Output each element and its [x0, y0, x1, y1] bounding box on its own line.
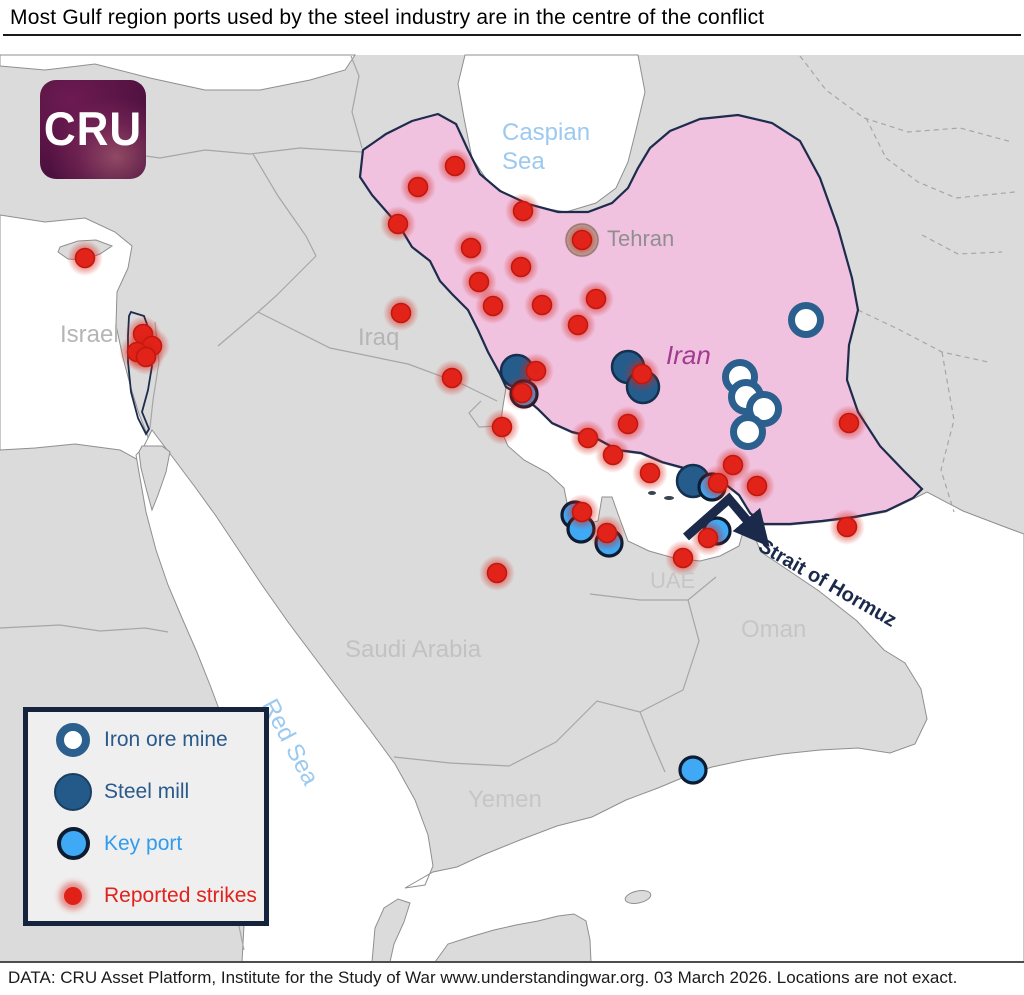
mill-legend-icon — [54, 772, 92, 811]
reported-strike-marker — [512, 200, 534, 222]
strait-of-hormuz-arrow — [683, 492, 770, 547]
reported-strike-marker — [697, 527, 719, 549]
reported-strike-marker — [596, 522, 618, 544]
mine-legend-icon — [56, 722, 90, 757]
iron-ore-mine-layer — [722, 302, 824, 450]
reported-strike-marker — [639, 462, 661, 484]
reported-strike-marker — [567, 314, 589, 336]
footer-rule — [0, 961, 1024, 963]
iron-ore-mine-marker — [746, 391, 782, 427]
horn-of-africa — [434, 913, 592, 963]
title-underline — [3, 34, 1021, 36]
map-legend: Iron ore mine Steel mill Key port Reported … — [23, 707, 269, 926]
reported-strike-marker — [74, 247, 96, 269]
reported-strike-marker — [571, 229, 593, 251]
legend-label-mill: Steel mill — [104, 779, 190, 803]
page-title: Most Gulf region ports used by the steel… — [10, 6, 765, 29]
djibouti — [371, 898, 411, 963]
reported-strike-marker — [407, 176, 429, 198]
reported-strike-marker — [486, 562, 508, 584]
reported-strike-marker — [491, 416, 513, 438]
iron-ore-mine-marker — [788, 302, 824, 338]
iran-highlight — [358, 112, 924, 526]
reported-strike-marker — [525, 360, 547, 382]
legend-item-mill: Steel mill — [42, 767, 264, 816]
reported-strike-marker — [531, 294, 553, 316]
legend-label-mine: Iron ore mine — [104, 727, 228, 751]
legend-item-mine: Iron ore mine — [42, 715, 264, 764]
reported-strike-marker — [468, 271, 490, 293]
reported-strike-marker — [838, 412, 860, 434]
legend-item-strike: Reported strikes — [42, 871, 264, 920]
reported-strike-marker — [585, 288, 607, 310]
hormuz-islands — [648, 491, 674, 500]
black-sea — [0, 54, 356, 91]
reported-strike-marker — [444, 155, 466, 177]
iron-ore-mine-marker — [730, 414, 766, 450]
port-legend-icon — [56, 827, 90, 860]
reported-strike-marker — [577, 427, 599, 449]
reported-strike-marker — [746, 475, 768, 497]
reported-strike-marker — [135, 346, 157, 368]
sinai-peninsula — [138, 445, 171, 512]
reported-strike-marker — [602, 444, 624, 466]
reported-strike-marker — [460, 237, 482, 259]
cru-logo-text: CRU — [43, 102, 143, 156]
sea-shapes — [0, 54, 1024, 963]
footer-source-text: DATA: CRU Asset Platform, Institute for … — [8, 968, 958, 987]
reported-strike-marker — [511, 382, 533, 404]
reported-strike-marker — [441, 367, 463, 389]
reported-strike-marker — [672, 547, 694, 569]
socotra-island — [624, 890, 652, 904]
legend-label-port: Key port — [104, 831, 183, 855]
reported-strike-layer — [67, 148, 867, 591]
reported-strike-marker — [836, 516, 858, 538]
reported-strike-marker — [390, 302, 412, 324]
reported-strike-marker — [387, 213, 409, 235]
reported-strike-marker — [707, 472, 729, 494]
reported-strike-marker — [617, 413, 639, 435]
reported-strike-marker — [482, 295, 504, 317]
strike-legend-icon — [64, 886, 82, 905]
reported-strike-marker — [571, 501, 593, 523]
reported-strike-marker — [631, 363, 653, 385]
legend-label-strike: Reported strikes — [104, 883, 257, 907]
reported-strike-marker — [510, 256, 532, 278]
key-port-marker — [678, 755, 708, 785]
legend-item-port: Key port — [42, 819, 264, 868]
cru-logo: CRU — [40, 80, 146, 179]
